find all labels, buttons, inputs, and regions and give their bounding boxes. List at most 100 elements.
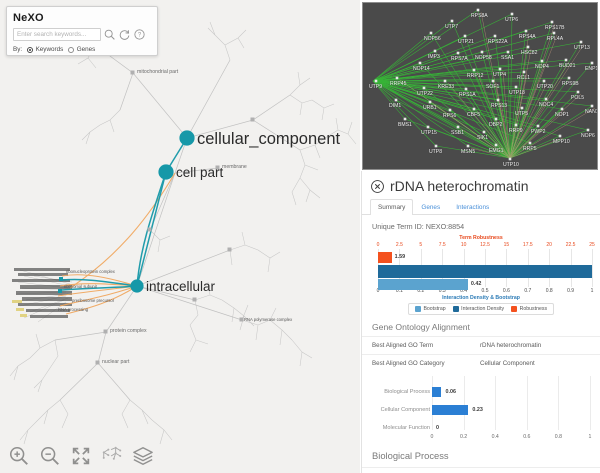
- go-tick: 0.6: [523, 434, 530, 440]
- go-value-cellular-component: 0.23: [472, 407, 483, 413]
- gene-interaction-network[interactable]: UTP9 RPS8A UTP6 UTP7 RPS17B NOP56 UTP21 RPS22A R…: [362, 2, 598, 170]
- ontology-tree-view[interactable]: cellular_component cell part intracellul…: [0, 0, 360, 473]
- node-label-mitochondrial-part: mitochondrial part: [137, 69, 178, 75]
- tab-summary[interactable]: Summary: [370, 199, 413, 215]
- go-alignment-heading: Gene Ontology Alignment: [362, 315, 600, 336]
- gridline: [590, 376, 591, 430]
- hub-node-cell-part: [158, 164, 173, 179]
- nexo-application: cellular_component cell part intracellul…: [0, 0, 600, 473]
- legend-swatch-interaction-density: [453, 306, 459, 312]
- go-value-molecular-function: 0: [436, 425, 439, 431]
- radio-keywords-label: Keywords: [36, 46, 64, 53]
- top-tick: 0: [377, 242, 380, 248]
- bottom-tick: 0.9: [567, 288, 574, 294]
- search-icon[interactable]: [103, 28, 116, 41]
- bar-robustness[interactable]: [378, 252, 392, 263]
- tab-interactions[interactable]: Interactions: [448, 199, 497, 215]
- go-tick: 0.4: [492, 434, 499, 440]
- go-bar-biological-process[interactable]: [432, 387, 441, 397]
- node-label-rna-processing: RNA processing: [58, 307, 88, 312]
- gridline: [432, 376, 433, 430]
- radio-genes-dot: [68, 47, 74, 53]
- go-alignment-chart: Biological Process Cellular Component Mole…: [370, 376, 592, 442]
- legend-label-robustness: Robustness: [520, 306, 547, 312]
- biological-process-heading: Biological Process: [362, 442, 600, 468]
- radio-keywords-dot: [27, 47, 33, 53]
- bar-interaction-density[interactable]: [378, 265, 592, 278]
- zoom-in-icon[interactable]: [8, 445, 30, 467]
- go-tick: 1: [589, 434, 592, 440]
- gridline: [495, 376, 496, 430]
- legend-item-interaction-density[interactable]: Interaction Density: [453, 306, 504, 312]
- ontology-tree-graph[interactable]: [0, 0, 360, 473]
- chart-legend: Bootstrap Interaction Density Robustness: [408, 303, 554, 315]
- bottom-tick: 0.8: [546, 288, 553, 294]
- panel-header: rDNA heterochromatin: [362, 171, 600, 198]
- go-tick: 0.2: [460, 434, 467, 440]
- node-label-rna-polymerase-complex: RNA polymerase complex: [244, 317, 292, 322]
- bottom-tick: 0.5: [482, 288, 489, 294]
- hub-node-cellular-component: [179, 130, 194, 145]
- radio-keywords[interactable]: Keywords: [27, 46, 63, 53]
- top-tick: 12.5: [480, 242, 490, 248]
- hub-node-intracellular: [130, 279, 143, 292]
- table-row: Best Aligned GO Term rDNA heterochromati…: [362, 336, 600, 354]
- term-detail-panel: rDNA heterochromatin Summary Genes Inter…: [361, 171, 600, 473]
- search-by-row: By: Keywords Genes: [13, 46, 151, 53]
- node-label-preribosome-precursor: preribosome precursor: [72, 298, 114, 303]
- go-term-key: Best Aligned GO Term: [372, 342, 480, 349]
- top-tick: 22.5: [566, 242, 576, 248]
- gene-network-graph[interactable]: [363, 3, 598, 170]
- bottom-tick: 0.7: [524, 288, 531, 294]
- legend-swatch-bootstrap: [415, 306, 421, 312]
- search-panel: NeXO ? By: Ke: [6, 6, 158, 56]
- legend-label-interaction-density: Interaction Density: [461, 306, 504, 312]
- top-tick: 7.5: [439, 242, 446, 248]
- go-category-cellular-component: Cellular Component: [372, 407, 430, 413]
- bar-bootstrap[interactable]: [378, 279, 468, 290]
- by-label: By:: [13, 46, 22, 53]
- bottom-tick: 1: [591, 288, 594, 294]
- page-title: rDNA heterochromatin: [390, 178, 529, 194]
- node-label-nuclear-part: nuclear part: [102, 359, 129, 365]
- gridline: [527, 376, 528, 430]
- radio-genes-label: Genes: [77, 46, 96, 53]
- reset-icon[interactable]: [118, 28, 131, 41]
- tree-toolbar: [8, 445, 154, 467]
- layers-icon[interactable]: [132, 445, 154, 467]
- go-bar-cellular-component[interactable]: [432, 405, 468, 415]
- radio-genes[interactable]: Genes: [68, 46, 95, 53]
- top-tick: 5: [419, 242, 422, 248]
- bottom-tick: 0.6: [503, 288, 510, 294]
- legend-swatch-robustness: [511, 306, 517, 312]
- app-title: NeXO: [13, 12, 151, 24]
- go-term-value: rDNA heterochromatin: [480, 342, 541, 349]
- go-category-biological-process: Biological Process: [372, 389, 430, 395]
- legend-label-bootstrap: Bootstrap: [423, 306, 445, 312]
- legend-item-bootstrap[interactable]: Bootstrap: [415, 306, 446, 312]
- close-circle-icon[interactable]: [370, 179, 385, 194]
- node-label-ribonucleoprotein-complex: ribonucleoprotein complex: [66, 269, 115, 274]
- top-tick: 20: [546, 242, 552, 248]
- zoom-out-icon[interactable]: [39, 445, 61, 467]
- gridline: [558, 376, 559, 430]
- gridline: [464, 376, 465, 430]
- top-tick: 2.5: [396, 242, 403, 248]
- tab-bar: Summary Genes Interactions: [362, 198, 600, 215]
- collapse-network-icon[interactable]: [101, 445, 123, 467]
- help-icon[interactable]: ?: [133, 28, 146, 41]
- expand-arrows-icon[interactable]: [70, 445, 92, 467]
- tab-genes[interactable]: Genes: [413, 199, 448, 215]
- chart-bottom-axis-title: Interaction Density & Bootstrap: [370, 295, 592, 301]
- legend-item-robustness[interactable]: Robustness: [511, 306, 547, 312]
- robustness-chart: Term Robustness Interaction Density & Bo…: [370, 235, 592, 301]
- search-input[interactable]: [13, 28, 101, 41]
- unique-term-id: Unique Term ID: NEXO:8854: [362, 215, 600, 233]
- go-tick: 0: [431, 434, 434, 440]
- node-label-protein-complex: protein complex: [110, 328, 147, 334]
- top-tick: 15: [504, 242, 510, 248]
- go-category-molecular-function: Molecular Function: [372, 425, 430, 431]
- table-row: Best Aligned GO Category Cellular Compon…: [362, 354, 600, 372]
- bar-robustness-value: 1.59: [395, 254, 406, 260]
- chart-top-axis-title: Term Robustness: [370, 235, 592, 241]
